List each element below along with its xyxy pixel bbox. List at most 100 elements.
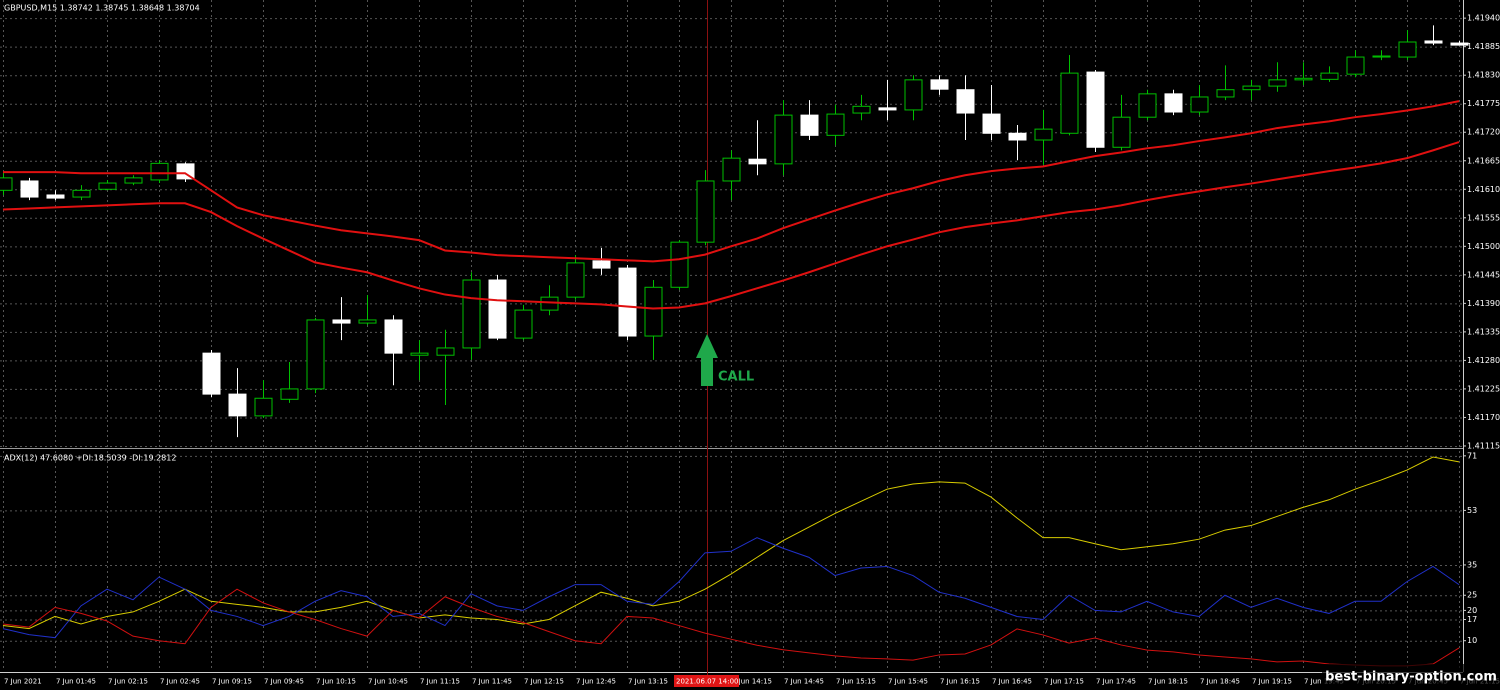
chart-title: GBPUSD,M15 1.38742 1.38745 1.38648 1.387…	[4, 4, 200, 13]
candle-body	[98, 182, 117, 190]
x-tick-label: 7 Jun 18:45	[1200, 678, 1240, 686]
indicator-title: ADX(12) 47.6080 +DI:18.5039 -DI:19.2812	[4, 454, 176, 463]
candle-body	[20, 180, 39, 198]
y-tick-label: 1.41775	[1467, 99, 1500, 108]
y-tick-label: 1.41390	[1467, 299, 1500, 308]
candle-body	[514, 309, 533, 339]
x-tick-label: 7 Jun 11:45	[472, 678, 512, 686]
x-tick-label: 7 Jun 14:45	[784, 678, 824, 686]
y-tick-label: 1.41940	[1467, 14, 1500, 23]
candle-body	[670, 241, 689, 288]
y-tick-label: 1.41280	[1467, 356, 1500, 365]
y-tick-label: 1.41115	[1467, 441, 1500, 450]
candle-body	[1190, 96, 1209, 113]
x-tick-label: 7 Jun 15:45	[888, 678, 928, 686]
overlay-line	[3, 100, 1460, 263]
candle-body	[696, 180, 715, 243]
overlay-line	[2, 141, 1460, 310]
candle-body	[228, 393, 247, 417]
candle-body	[488, 279, 507, 339]
x-tick-label: 7 Jun 15:15	[836, 678, 876, 686]
y-tick-label: 1.41885	[1467, 42, 1500, 51]
candle-body	[1060, 72, 1079, 134]
y-tick-label: 1.41830	[1467, 71, 1500, 80]
candle-body	[254, 397, 273, 417]
y-tick-label: 1.41500	[1467, 242, 1500, 251]
candle-body	[1216, 89, 1235, 98]
x-tick-label: 7 Jun 02:15	[108, 678, 148, 686]
x-tick-label: 7 Jun 17:15	[1044, 678, 1084, 686]
candle-body	[1294, 77, 1313, 81]
candle-body	[150, 162, 169, 181]
candle-body	[774, 114, 793, 165]
x-tick-label: 7 Jun 16:45	[992, 678, 1032, 686]
x-tick-label: 7 Jun 18:15	[1148, 678, 1188, 686]
candle-body	[436, 347, 455, 356]
candle-body	[540, 296, 559, 311]
x-tick-label: 7 Jun 13:15	[628, 678, 668, 686]
x-tick-label: 7 Jun 01:45	[56, 678, 96, 686]
candle-body	[1086, 71, 1105, 148]
y-tick-label: 1.41225	[1467, 384, 1500, 393]
call-arrow	[696, 334, 718, 386]
call-label: CALL	[718, 370, 754, 385]
x-tick-label: 7 Jun 09:15	[212, 678, 252, 686]
y-tick-label: 35	[1467, 560, 1477, 569]
candle-body	[462, 279, 481, 349]
candle-body	[1268, 79, 1287, 87]
candle-body	[0, 177, 13, 191]
crosshair-label-box	[674, 675, 739, 687]
y-tick-label: 71	[1467, 451, 1477, 460]
y-tick-label: 1.41555	[1467, 213, 1500, 222]
candle-body	[1398, 41, 1417, 58]
candle-body	[930, 79, 949, 90]
candle-body	[1138, 93, 1157, 118]
x-tick-label: 7 Jun 11:15	[420, 678, 460, 686]
indicator-line	[2, 588, 1460, 667]
y-tick-label: 1.41665	[1467, 156, 1500, 165]
candle-body	[46, 194, 65, 199]
candle-body	[852, 105, 871, 114]
y-tick-label: 1.41610	[1467, 185, 1500, 194]
candle-body	[722, 157, 741, 182]
x-tick-label: 7 Jun 02:45	[160, 678, 200, 686]
x-tick-label: 7 Jun 19:15	[1252, 678, 1292, 686]
indicator-line	[2, 537, 1460, 639]
candle-body	[1112, 116, 1131, 148]
y-tick-label: 1.41720	[1467, 128, 1500, 137]
candle-body	[982, 113, 1001, 134]
watermark-bg	[1322, 664, 1500, 690]
candle-body	[1320, 72, 1339, 80]
candle-body	[124, 177, 143, 184]
candle-body	[800, 114, 819, 136]
y-tick-label: 25	[1467, 591, 1477, 600]
y-tick-label: 10	[1467, 636, 1477, 645]
x-tick-label: 7 Jun 10:45	[368, 678, 408, 686]
candle-body	[644, 286, 663, 337]
x-tick-label: 7 Jun 12:45	[576, 678, 616, 686]
y-tick-label: 1.41170	[1467, 413, 1500, 422]
candle-body	[306, 319, 325, 390]
candle-body	[618, 267, 637, 337]
y-tick-label: 1.41445	[1467, 270, 1500, 279]
candle-body	[202, 352, 221, 395]
candle-body	[358, 319, 377, 324]
candle-body	[1164, 93, 1183, 113]
candle-body	[956, 89, 975, 114]
candle-body	[904, 79, 923, 111]
candle-body	[1372, 55, 1391, 58]
candle-body	[826, 113, 845, 136]
candle-body	[410, 352, 429, 356]
candle-body	[1346, 56, 1365, 75]
candle-body	[1450, 42, 1469, 46]
indicator-line	[2, 456, 1460, 630]
y-tick-label: 1.41335	[1467, 327, 1500, 336]
candle-body	[878, 107, 897, 111]
candle-body	[566, 262, 585, 298]
candle-body	[332, 319, 351, 324]
y-tick-label: 17	[1467, 615, 1477, 624]
y-tick-label: 20	[1467, 606, 1477, 615]
y-tick-label: 53	[1467, 506, 1477, 515]
